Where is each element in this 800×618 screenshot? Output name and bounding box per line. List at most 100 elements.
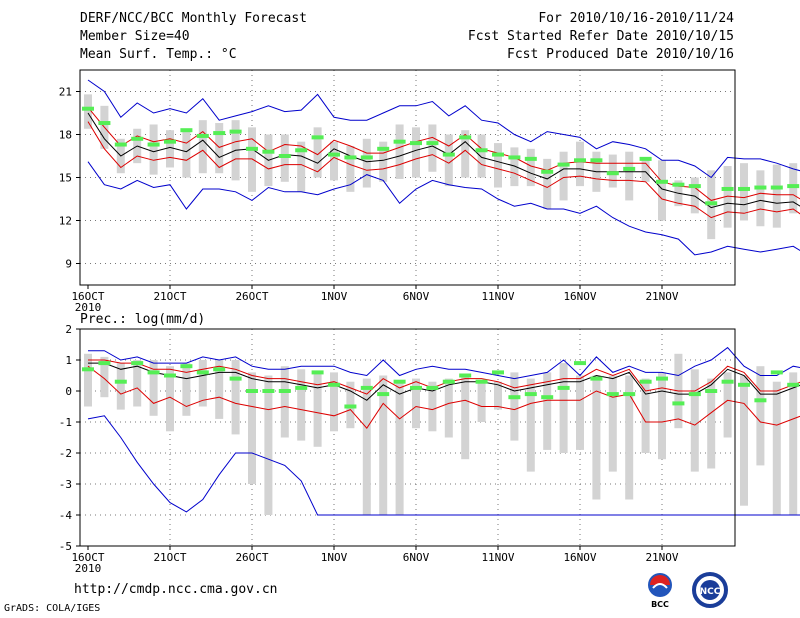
series-upper-spread [88, 359, 800, 395]
observed-marker [377, 392, 390, 397]
range-bar [608, 154, 617, 188]
observed-marker [738, 382, 750, 387]
range-bar [510, 372, 519, 441]
range-bar [346, 145, 355, 192]
range-bar [461, 130, 470, 178]
bcc-logo: BCC [648, 573, 672, 609]
observed-marker [705, 389, 718, 393]
range-bar [362, 138, 371, 188]
range-bar [526, 148, 535, 187]
observed-marker [393, 379, 406, 384]
y-tick-label: -5 [59, 540, 72, 553]
observed-marker [147, 370, 160, 375]
range-bar [756, 170, 765, 227]
observed-marker [606, 392, 619, 397]
observed-marker [426, 385, 439, 390]
observed-marker [524, 156, 537, 161]
range-bar [756, 366, 765, 466]
observed-marker [344, 155, 357, 160]
source-url[interactable]: http://cmdp.ncc.cma.gov.cn [74, 582, 278, 597]
observed-marker [721, 379, 734, 384]
range-bar [772, 381, 781, 515]
x-year-label: 2010 [75, 562, 102, 575]
series-ensemble-mean [87, 112, 800, 209]
observed-marker [393, 139, 406, 144]
series-ensemble-min [87, 415, 800, 516]
variable-label: Mean Surf. Temp.: °C [80, 47, 237, 62]
range-bar [461, 375, 470, 460]
range-bar [543, 372, 552, 450]
range-bar [559, 151, 568, 201]
x-tick-label: 26OCT [235, 290, 268, 303]
start-date: Fcst Started Refer Date 2010/10/15 [467, 29, 734, 44]
observed-marker [410, 385, 422, 390]
observed-marker [311, 370, 324, 375]
y-tick-label: -4 [59, 509, 73, 522]
x-tick-label: 16NOV [563, 551, 596, 564]
observed-marker [492, 152, 504, 157]
range-bar [592, 375, 601, 500]
range-bar [625, 375, 634, 500]
range-bar [182, 363, 191, 416]
range-bar [395, 381, 404, 515]
observed-marker [459, 135, 472, 140]
range-bar [84, 353, 92, 407]
observed-marker [426, 141, 439, 146]
range-bar [215, 360, 224, 419]
observed-marker [721, 186, 734, 191]
observed-marker [328, 152, 340, 157]
range-bar [395, 124, 404, 179]
observed-marker [442, 379, 455, 384]
range-bar [477, 381, 486, 422]
range-bar [772, 164, 781, 228]
observed-marker [131, 136, 144, 141]
observed-marker [295, 148, 308, 153]
observed-marker [475, 148, 488, 153]
observed-marker [196, 370, 209, 375]
member-size: Member Size=40 [80, 29, 190, 44]
observed-marker [787, 382, 800, 387]
observed-marker [82, 367, 94, 372]
x-year-label: 2010 [75, 301, 102, 314]
observed-marker [311, 135, 324, 140]
range-bar [510, 147, 519, 187]
range-bar [723, 166, 732, 228]
grads-credit: GrADS: COLA/IGES [4, 603, 101, 614]
range-bar [559, 363, 568, 453]
range-bar [149, 124, 158, 175]
range-bar [166, 366, 174, 432]
range-bar [707, 378, 716, 469]
observed-marker [114, 379, 127, 384]
observed-marker [147, 142, 160, 147]
observed-marker [475, 379, 488, 384]
y-tick-label: 12 [59, 215, 72, 228]
observed-marker [557, 162, 570, 167]
range-bar [330, 372, 338, 432]
observed-marker [492, 370, 504, 375]
x-tick-label: 21OCT [153, 551, 186, 564]
range-bar [248, 127, 256, 192]
observed-marker [262, 149, 275, 154]
series-lower-spread [87, 121, 800, 219]
observed-marker [590, 376, 603, 381]
observed-marker [213, 131, 226, 136]
range-bar [379, 375, 388, 515]
y-tick-label: 1 [65, 354, 72, 367]
observed-marker [196, 133, 209, 138]
y-tick-label: -2 [59, 447, 72, 460]
observed-marker [377, 146, 390, 151]
observed-marker [164, 139, 176, 144]
observed-marker [606, 171, 619, 176]
observed-marker [590, 158, 603, 163]
range-bar [412, 127, 420, 178]
y-tick-label: 15 [59, 172, 72, 185]
observed-marker [98, 361, 111, 366]
observed-marker [705, 201, 718, 206]
observed-marker [541, 169, 554, 174]
observed-marker [229, 376, 242, 381]
range-bar [297, 369, 306, 441]
observed-marker [180, 364, 193, 369]
produced-date: Fcst Produced Date 2010/10/16 [507, 47, 734, 62]
range-bar [477, 134, 486, 178]
x-tick-label: 21NOV [645, 551, 678, 564]
